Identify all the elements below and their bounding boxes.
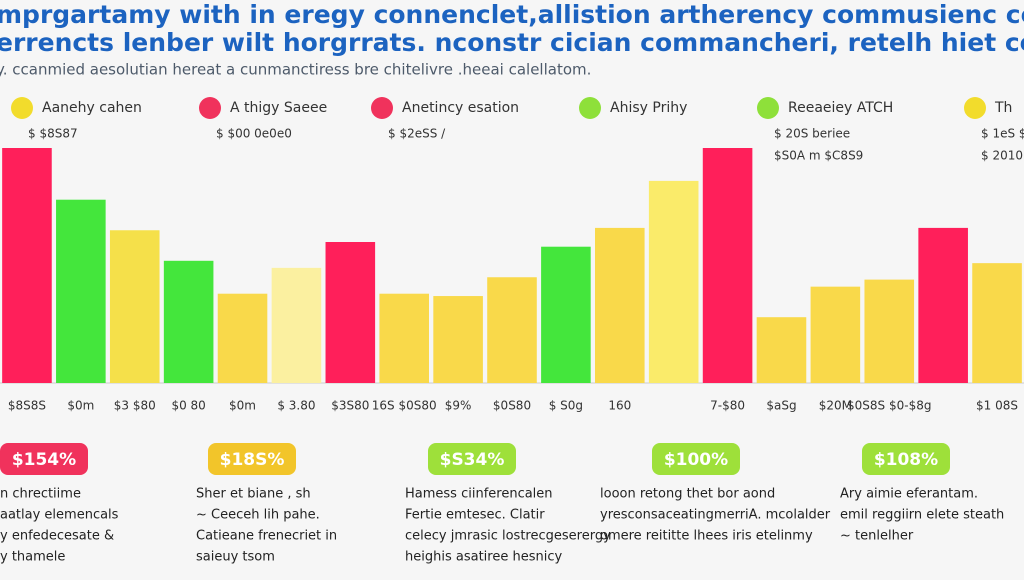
- bar: [972, 263, 1022, 383]
- legend-value: $ $00 0e0e0: [216, 127, 292, 141]
- badge-text: $18S%: [220, 450, 285, 470]
- description: heighis asatiree hesnicy: [405, 550, 562, 565]
- description: y enfedecesate &: [0, 529, 114, 544]
- legend-label: Th: [994, 100, 1012, 116]
- bar: [648, 180, 699, 383]
- bar: [325, 242, 376, 383]
- badge-text: $108%: [874, 450, 938, 470]
- x-tick-label: $9%: [445, 399, 472, 413]
- description: Catieane frenecriet in: [196, 529, 337, 544]
- legend-value: $S0A m $C8S9: [774, 149, 863, 163]
- description: Ary aimie eferantam.: [840, 487, 978, 502]
- x-tick-label: 16S $0S80: [372, 399, 437, 413]
- bar: [163, 260, 214, 383]
- legend-icon: [199, 97, 221, 119]
- description: emil reggiirn elete steath: [840, 508, 1004, 523]
- legend-value: $ 2010 0e: [981, 149, 1024, 163]
- legend-label: Reeaeiey ATCH: [788, 100, 893, 116]
- legend-icon: [964, 97, 986, 119]
- legend-label: Anetincy esation: [402, 100, 519, 116]
- badge: [0, 443, 88, 475]
- legend-label: Ahisy Prihy: [610, 100, 687, 116]
- badge-text: $100%: [664, 450, 728, 470]
- description: ~ Ceeceh lih pahe.: [196, 508, 320, 523]
- badge-text: $S34%: [440, 450, 505, 470]
- bar: [702, 148, 753, 383]
- bar: [109, 230, 160, 383]
- description: celecy jmrasic lostrecgeserergy: [405, 529, 611, 544]
- badge: [208, 443, 296, 475]
- description: n chrectiime: [0, 487, 81, 502]
- x-tick-label: $0 80: [171, 399, 205, 413]
- bar: [2, 148, 52, 383]
- x-tick-label: $0S80: [493, 399, 531, 413]
- description: omere reititte lhees iris etelinmy: [600, 529, 813, 544]
- bar: [379, 293, 430, 383]
- description: Sher et biane , sh: [196, 487, 311, 502]
- x-tick-label: $20M: [819, 399, 852, 413]
- chart-subtitle: y. ccanmied aesolutian hereat a cunmanct…: [0, 61, 591, 79]
- chart-title: errencts lenber wilt horgrrats. nconstr …: [0, 28, 1024, 57]
- x-tick-label: $aSg: [766, 399, 796, 413]
- badge-text: $154%: [12, 450, 76, 470]
- description: saieuy tsom: [196, 550, 275, 565]
- x-tick-label: $8S8S: [8, 399, 46, 413]
- x-tick-label: $3 $80: [114, 399, 156, 413]
- bar: [864, 279, 915, 383]
- legend-icon: [579, 97, 601, 119]
- x-tick-label: $0S8S $0-$8g: [847, 399, 931, 413]
- x-tick-label: $3S80: [331, 399, 369, 413]
- bar: [56, 199, 106, 383]
- x-tick-label: $0m: [67, 399, 94, 413]
- x-tick-label: $0m: [229, 399, 256, 413]
- legend-icon: [11, 97, 33, 119]
- badge: [428, 443, 516, 475]
- description: Hamess ciinferencalen: [405, 487, 553, 502]
- bar: [271, 267, 322, 383]
- legend-value: $ $2eSS /: [388, 127, 446, 141]
- description: Fertie emtesec. Clatir: [405, 508, 545, 523]
- description: yresconsaceatingmerriA. mcolalder: [600, 508, 831, 523]
- description: ~ tenlelher: [840, 529, 914, 544]
- legend-icon: [371, 97, 393, 119]
- legend-value: $ 20S beriee: [774, 127, 850, 141]
- legend-value: $ $8S87: [28, 127, 78, 141]
- x-tick-label: 7-$80: [710, 399, 745, 413]
- legend-value: $ 1eS $00: [981, 127, 1024, 141]
- x-tick-label: $ S0g: [549, 399, 583, 413]
- legend-label: Aanehy cahen: [42, 100, 142, 116]
- bar: [918, 227, 968, 383]
- bar: [217, 293, 268, 383]
- description: looon retong thet bor aond: [600, 487, 775, 502]
- bar: [433, 296, 483, 383]
- badge: [652, 443, 740, 475]
- legend-icon: [757, 97, 779, 119]
- legend-label: A thigy Saeee: [230, 100, 327, 116]
- description: aatlay elemencals: [0, 508, 119, 523]
- x-tick-label: $ 3.80: [277, 399, 315, 413]
- bar: [594, 227, 645, 383]
- x-tick-label: 160: [608, 399, 631, 413]
- bar: [810, 286, 861, 383]
- bar: [756, 317, 807, 383]
- x-tick-label: $1 08S: [976, 399, 1018, 413]
- badge: [862, 443, 950, 475]
- bar: [541, 246, 591, 383]
- bar: [487, 277, 537, 383]
- chart-title: mprgartamy with in eregy connenclet,alli…: [0, 0, 1024, 29]
- description: y thamele: [0, 550, 65, 565]
